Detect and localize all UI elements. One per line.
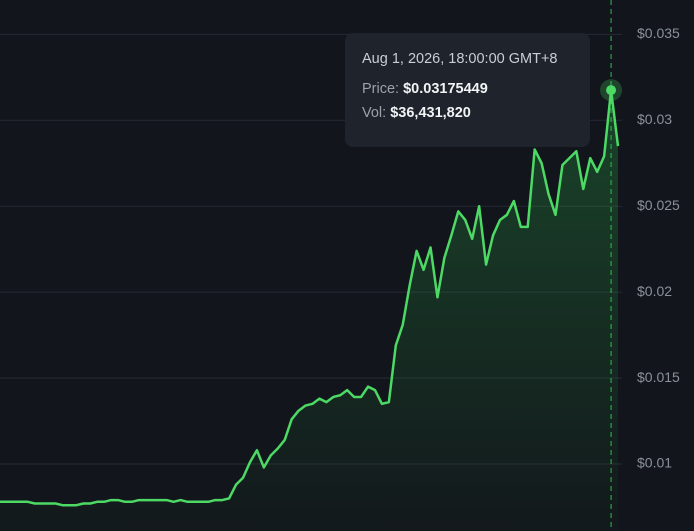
y-tick-label: $0.02 xyxy=(637,283,672,299)
price-label: Price: xyxy=(362,81,400,97)
volume-label: Vol: xyxy=(362,105,387,121)
y-tick-label: $0.01 xyxy=(637,455,672,471)
y-tick-label: $0.03 xyxy=(637,111,672,127)
price-value: $0.03175449 xyxy=(403,81,488,97)
y-tick-label: $0.035 xyxy=(637,25,680,41)
tooltip-volume: Vol: $36,431,820 xyxy=(362,105,573,121)
hover-point xyxy=(606,85,617,96)
y-tick-label: $0.025 xyxy=(637,197,680,213)
price-line xyxy=(0,88,620,507)
tooltip-price: Price: $0.03175449 xyxy=(362,81,573,97)
tooltip-date: Aug 1, 2026, 18:00:00 GMT+8 xyxy=(362,51,558,67)
tooltip: Aug 1, 2026, 18:00:00 GMT+8 Price: $0.03… xyxy=(345,33,590,147)
area-fill xyxy=(0,90,618,531)
volume-value: $36,431,820 xyxy=(390,105,471,121)
y-tick-label: $0.015 xyxy=(637,369,680,385)
